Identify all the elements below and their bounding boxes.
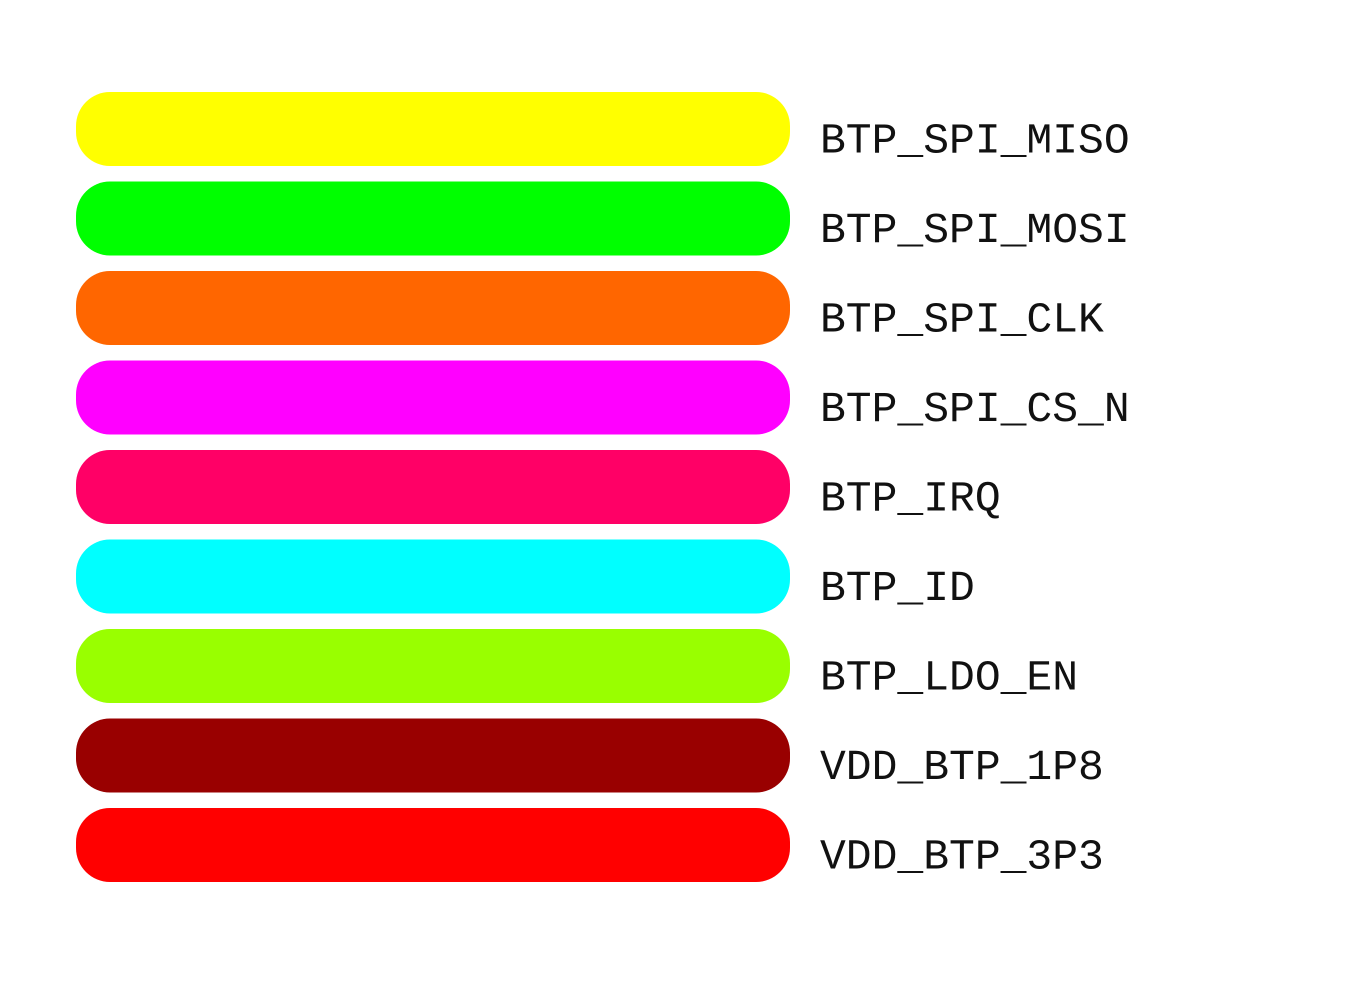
color-swatch <box>76 629 790 703</box>
color-swatch <box>76 539 790 614</box>
color-swatch <box>76 450 790 524</box>
color-swatch <box>76 718 790 793</box>
signal-label: VDD_BTP_3P3 <box>820 832 1104 881</box>
signal-label: BTP_SPI_CLK <box>820 295 1104 344</box>
signal-label: BTP_SPI_MOSI <box>820 206 1130 255</box>
signal-label: BTP_IRQ <box>820 474 1001 523</box>
signal-label: BTP_SPI_CS_N <box>820 385 1130 434</box>
color-swatch <box>76 92 790 166</box>
color-swatch <box>76 360 790 435</box>
signal-label: BTP_SPI_MISO <box>820 116 1130 165</box>
color-swatch <box>76 271 790 345</box>
signal-label: BTP_ID <box>820 564 975 613</box>
signal-label: VDD_BTP_1P8 <box>820 743 1104 792</box>
color-swatch <box>76 808 790 882</box>
color-swatch <box>76 181 790 256</box>
signal-label: BTP_LDO_EN <box>820 653 1078 702</box>
